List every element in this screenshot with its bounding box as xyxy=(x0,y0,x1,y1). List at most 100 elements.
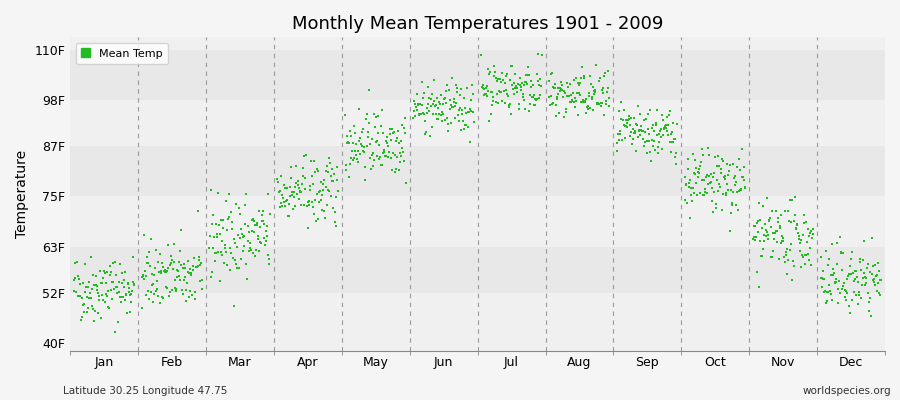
Point xyxy=(814,275,828,281)
Point xyxy=(396,125,410,131)
Point xyxy=(411,101,426,108)
Point xyxy=(173,277,187,284)
Point xyxy=(821,262,835,268)
Point xyxy=(638,139,652,146)
Point xyxy=(623,132,637,139)
Point xyxy=(194,260,208,266)
Point xyxy=(346,156,360,163)
Point xyxy=(762,216,777,223)
Point xyxy=(357,177,372,184)
Point xyxy=(508,83,523,89)
Point xyxy=(392,140,406,146)
Point xyxy=(770,227,784,234)
Point xyxy=(529,96,544,103)
Point xyxy=(568,95,582,102)
Point xyxy=(79,284,94,290)
Point xyxy=(654,126,669,132)
Point xyxy=(114,294,129,300)
Point xyxy=(344,132,358,139)
Point xyxy=(475,84,490,90)
Point xyxy=(645,143,660,150)
Point xyxy=(832,278,846,285)
Point xyxy=(316,180,330,187)
Point xyxy=(252,208,266,215)
Point xyxy=(124,299,139,305)
Point xyxy=(778,249,793,256)
Point xyxy=(213,249,228,255)
Point xyxy=(634,127,648,133)
Point xyxy=(284,174,299,181)
Point xyxy=(359,116,374,122)
Point xyxy=(248,247,263,253)
Point xyxy=(374,162,388,168)
Point xyxy=(228,256,242,263)
Point xyxy=(148,290,162,297)
Point xyxy=(76,280,90,286)
Point xyxy=(158,267,172,273)
Point xyxy=(101,288,115,295)
Point xyxy=(286,189,301,196)
Point xyxy=(92,297,106,304)
Point xyxy=(532,95,546,102)
Point xyxy=(497,88,511,95)
Point xyxy=(88,282,103,288)
Point xyxy=(840,276,854,283)
Point xyxy=(181,269,195,276)
Point xyxy=(87,318,102,324)
Point xyxy=(320,163,335,169)
Point xyxy=(525,78,539,84)
Point xyxy=(442,86,456,93)
Point xyxy=(795,252,809,258)
Point xyxy=(562,92,576,99)
Point xyxy=(683,215,698,221)
Point xyxy=(771,215,786,222)
Point xyxy=(374,107,389,113)
Point xyxy=(780,257,795,264)
Point xyxy=(750,220,764,226)
Point xyxy=(361,134,375,140)
Point xyxy=(790,222,805,229)
Point xyxy=(259,233,274,239)
Point xyxy=(500,93,515,100)
Point xyxy=(137,232,151,238)
Point xyxy=(553,85,567,92)
Point xyxy=(271,178,285,185)
Point xyxy=(493,76,508,82)
Point xyxy=(619,116,634,123)
Point xyxy=(719,192,733,198)
Point xyxy=(70,259,85,265)
Point xyxy=(850,292,864,299)
Point xyxy=(754,252,769,259)
Point xyxy=(104,279,119,286)
Point xyxy=(636,128,651,134)
Point xyxy=(114,270,129,276)
Point xyxy=(701,145,716,151)
Point xyxy=(531,78,545,84)
Point xyxy=(152,269,166,275)
Point xyxy=(587,88,601,94)
Point xyxy=(670,121,684,127)
Point xyxy=(219,198,233,204)
Point xyxy=(242,248,256,254)
Point xyxy=(858,274,872,280)
Point xyxy=(94,315,108,321)
Point xyxy=(97,270,112,276)
Point xyxy=(516,94,530,100)
Point xyxy=(204,221,219,227)
Point xyxy=(846,289,860,295)
Point xyxy=(119,292,133,298)
Point xyxy=(179,287,194,293)
Point xyxy=(327,171,341,178)
Point xyxy=(827,270,842,276)
Point xyxy=(188,288,202,295)
Point xyxy=(421,108,436,114)
Point xyxy=(798,219,813,226)
Point xyxy=(653,133,668,140)
Point xyxy=(663,108,678,114)
Point xyxy=(783,197,797,204)
Point xyxy=(393,138,408,144)
Point xyxy=(703,178,717,185)
Point xyxy=(418,129,433,135)
Point xyxy=(724,199,739,206)
Point xyxy=(624,128,638,135)
